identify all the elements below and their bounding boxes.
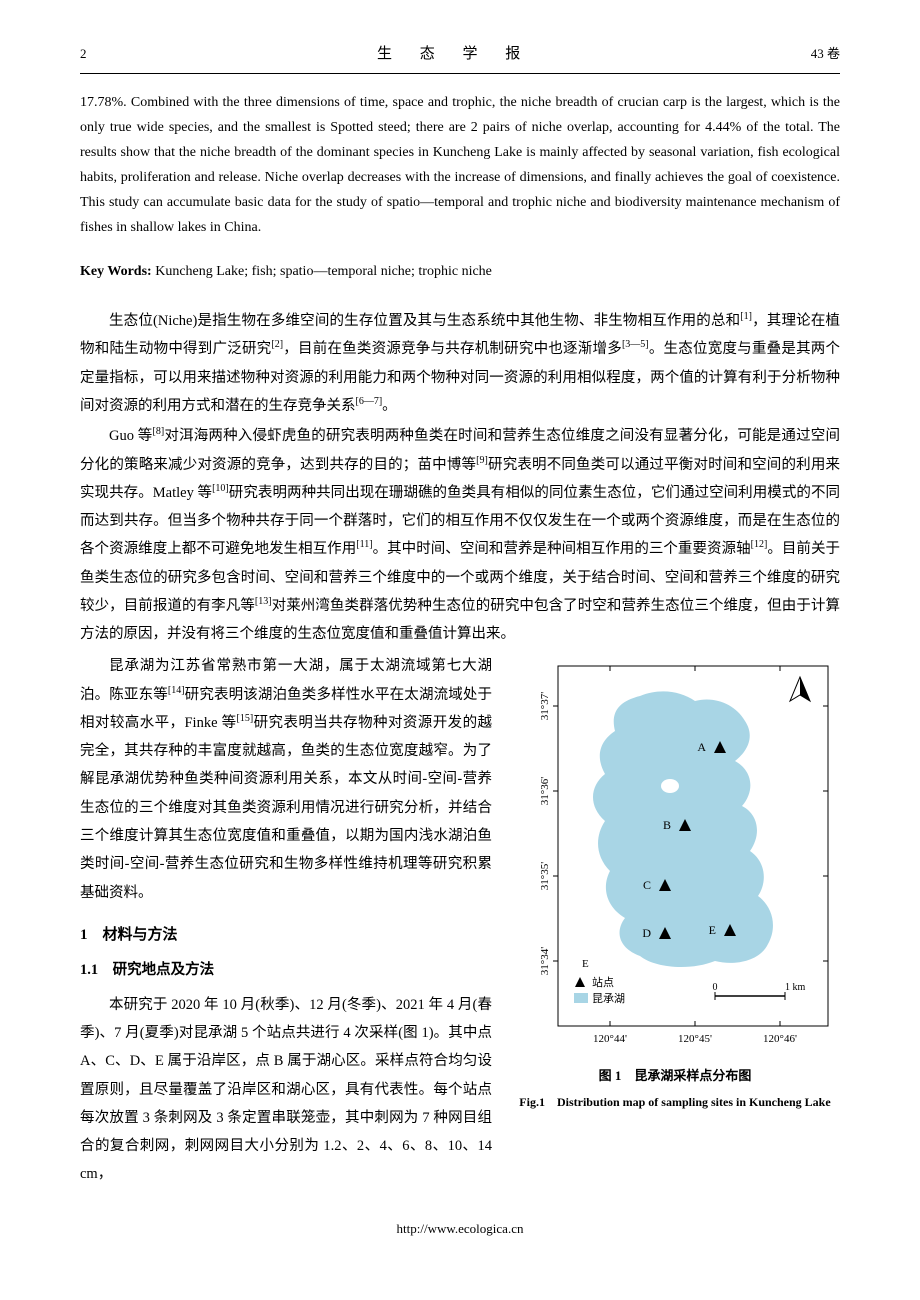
english-abstract: 17.78%. Combined with the three dimensio… (80, 90, 840, 241)
section-heading-1: 1 材料与方法 (80, 921, 492, 950)
chinese-para-4: 本研究于 2020 年 10 月(秋季)、12 月(冬季)、2021 年 4 月… (80, 991, 492, 1189)
ref-citation: [14] (168, 685, 185, 696)
ref-citation: [15] (237, 713, 254, 724)
two-column-layout: 昆承湖为江苏省常熟市第一大湖，属于太湖流域第七大湖泊。陈亚东等[14]研究表明该… (80, 652, 840, 1190)
ref-citation: [3—5] (622, 340, 649, 351)
svg-text:120°44': 120°44' (593, 1033, 627, 1045)
svg-text:D: D (642, 926, 651, 940)
svg-text:31°37': 31°37' (539, 692, 551, 720)
subsection-heading-1-1: 1.1 研究地点及方法 (80, 957, 492, 985)
right-column: 31°37' 31°36' 31°35' 31°34' 120°44' 120°45' 12… (510, 652, 840, 1190)
ref-citation: [6—7] (356, 396, 383, 407)
chinese-para-1: 生态位(Niche)是指生物在多维空间的生存位置及其与生态系统中其他生物、非生物… (80, 307, 840, 420)
svg-text:昆承湖: 昆承湖 (592, 992, 625, 1005)
keywords-text: Kuncheng Lake; fish; spatio—temporal nic… (155, 264, 492, 279)
volume-label: 43 卷 (811, 42, 840, 67)
svg-text:31°34': 31°34' (539, 947, 551, 975)
map-svg: 31°37' 31°36' 31°35' 31°34' 120°44' 120°45' 12… (510, 656, 840, 1056)
ref-citation: [13] (255, 596, 272, 607)
svg-text:E: E (709, 923, 716, 937)
figure-caption-en: Fig.1 Distribution map of sampling sites… (510, 1091, 840, 1114)
svg-text:站点: 站点 (592, 975, 614, 989)
svg-text:1 km: 1 km (785, 982, 806, 993)
ref-citation: [10] (212, 483, 229, 494)
footer-url: http://www.ecologica.cn (80, 1217, 840, 1242)
ref-citation: [2] (271, 340, 283, 351)
svg-text:A: A (697, 740, 706, 754)
left-column: 昆承湖为江苏省常熟市第一大湖，属于太湖流域第七大湖泊。陈亚东等[14]研究表明该… (80, 652, 492, 1190)
ref-citation: [12] (751, 540, 768, 551)
chinese-para-3: 昆承湖为江苏省常熟市第一大湖，属于太湖流域第七大湖泊。陈亚东等[14]研究表明该… (80, 652, 492, 906)
svg-text:120°45': 120°45' (678, 1033, 712, 1045)
journal-title: 生 态 学 报 (365, 40, 532, 69)
keywords-line: Key Words: Kuncheng Lake; fish; spatio—t… (80, 259, 840, 286)
svg-text:C: C (643, 878, 651, 892)
keywords-label: Key Words: (80, 264, 152, 279)
figure-caption-cn: 图 1 昆承湖采样点分布图 (510, 1064, 840, 1089)
ref-citation: [1] (740, 311, 752, 322)
ref-citation: [9] (476, 455, 488, 466)
svg-text:31°36': 31°36' (539, 777, 551, 805)
svg-text:0: 0 (713, 982, 718, 993)
ref-citation: [11] (356, 540, 372, 551)
svg-text:E: E (582, 958, 589, 970)
ref-citation: [8] (152, 426, 164, 437)
page-header: 2 生 态 学 报 43 卷 (80, 40, 840, 74)
svg-text:31°35': 31°35' (539, 862, 551, 890)
page-number: 2 (80, 42, 87, 67)
svg-text:120°46': 120°46' (763, 1033, 797, 1045)
svg-text:B: B (663, 818, 671, 832)
figure-1: 31°37' 31°36' 31°35' 31°34' 120°44' 120°45' 12… (510, 656, 840, 1113)
chinese-para-2: Guo 等[8]对洱海两种入侵虾虎鱼的研究表明两种鱼类在时间和营养生态位维度之间… (80, 422, 840, 648)
